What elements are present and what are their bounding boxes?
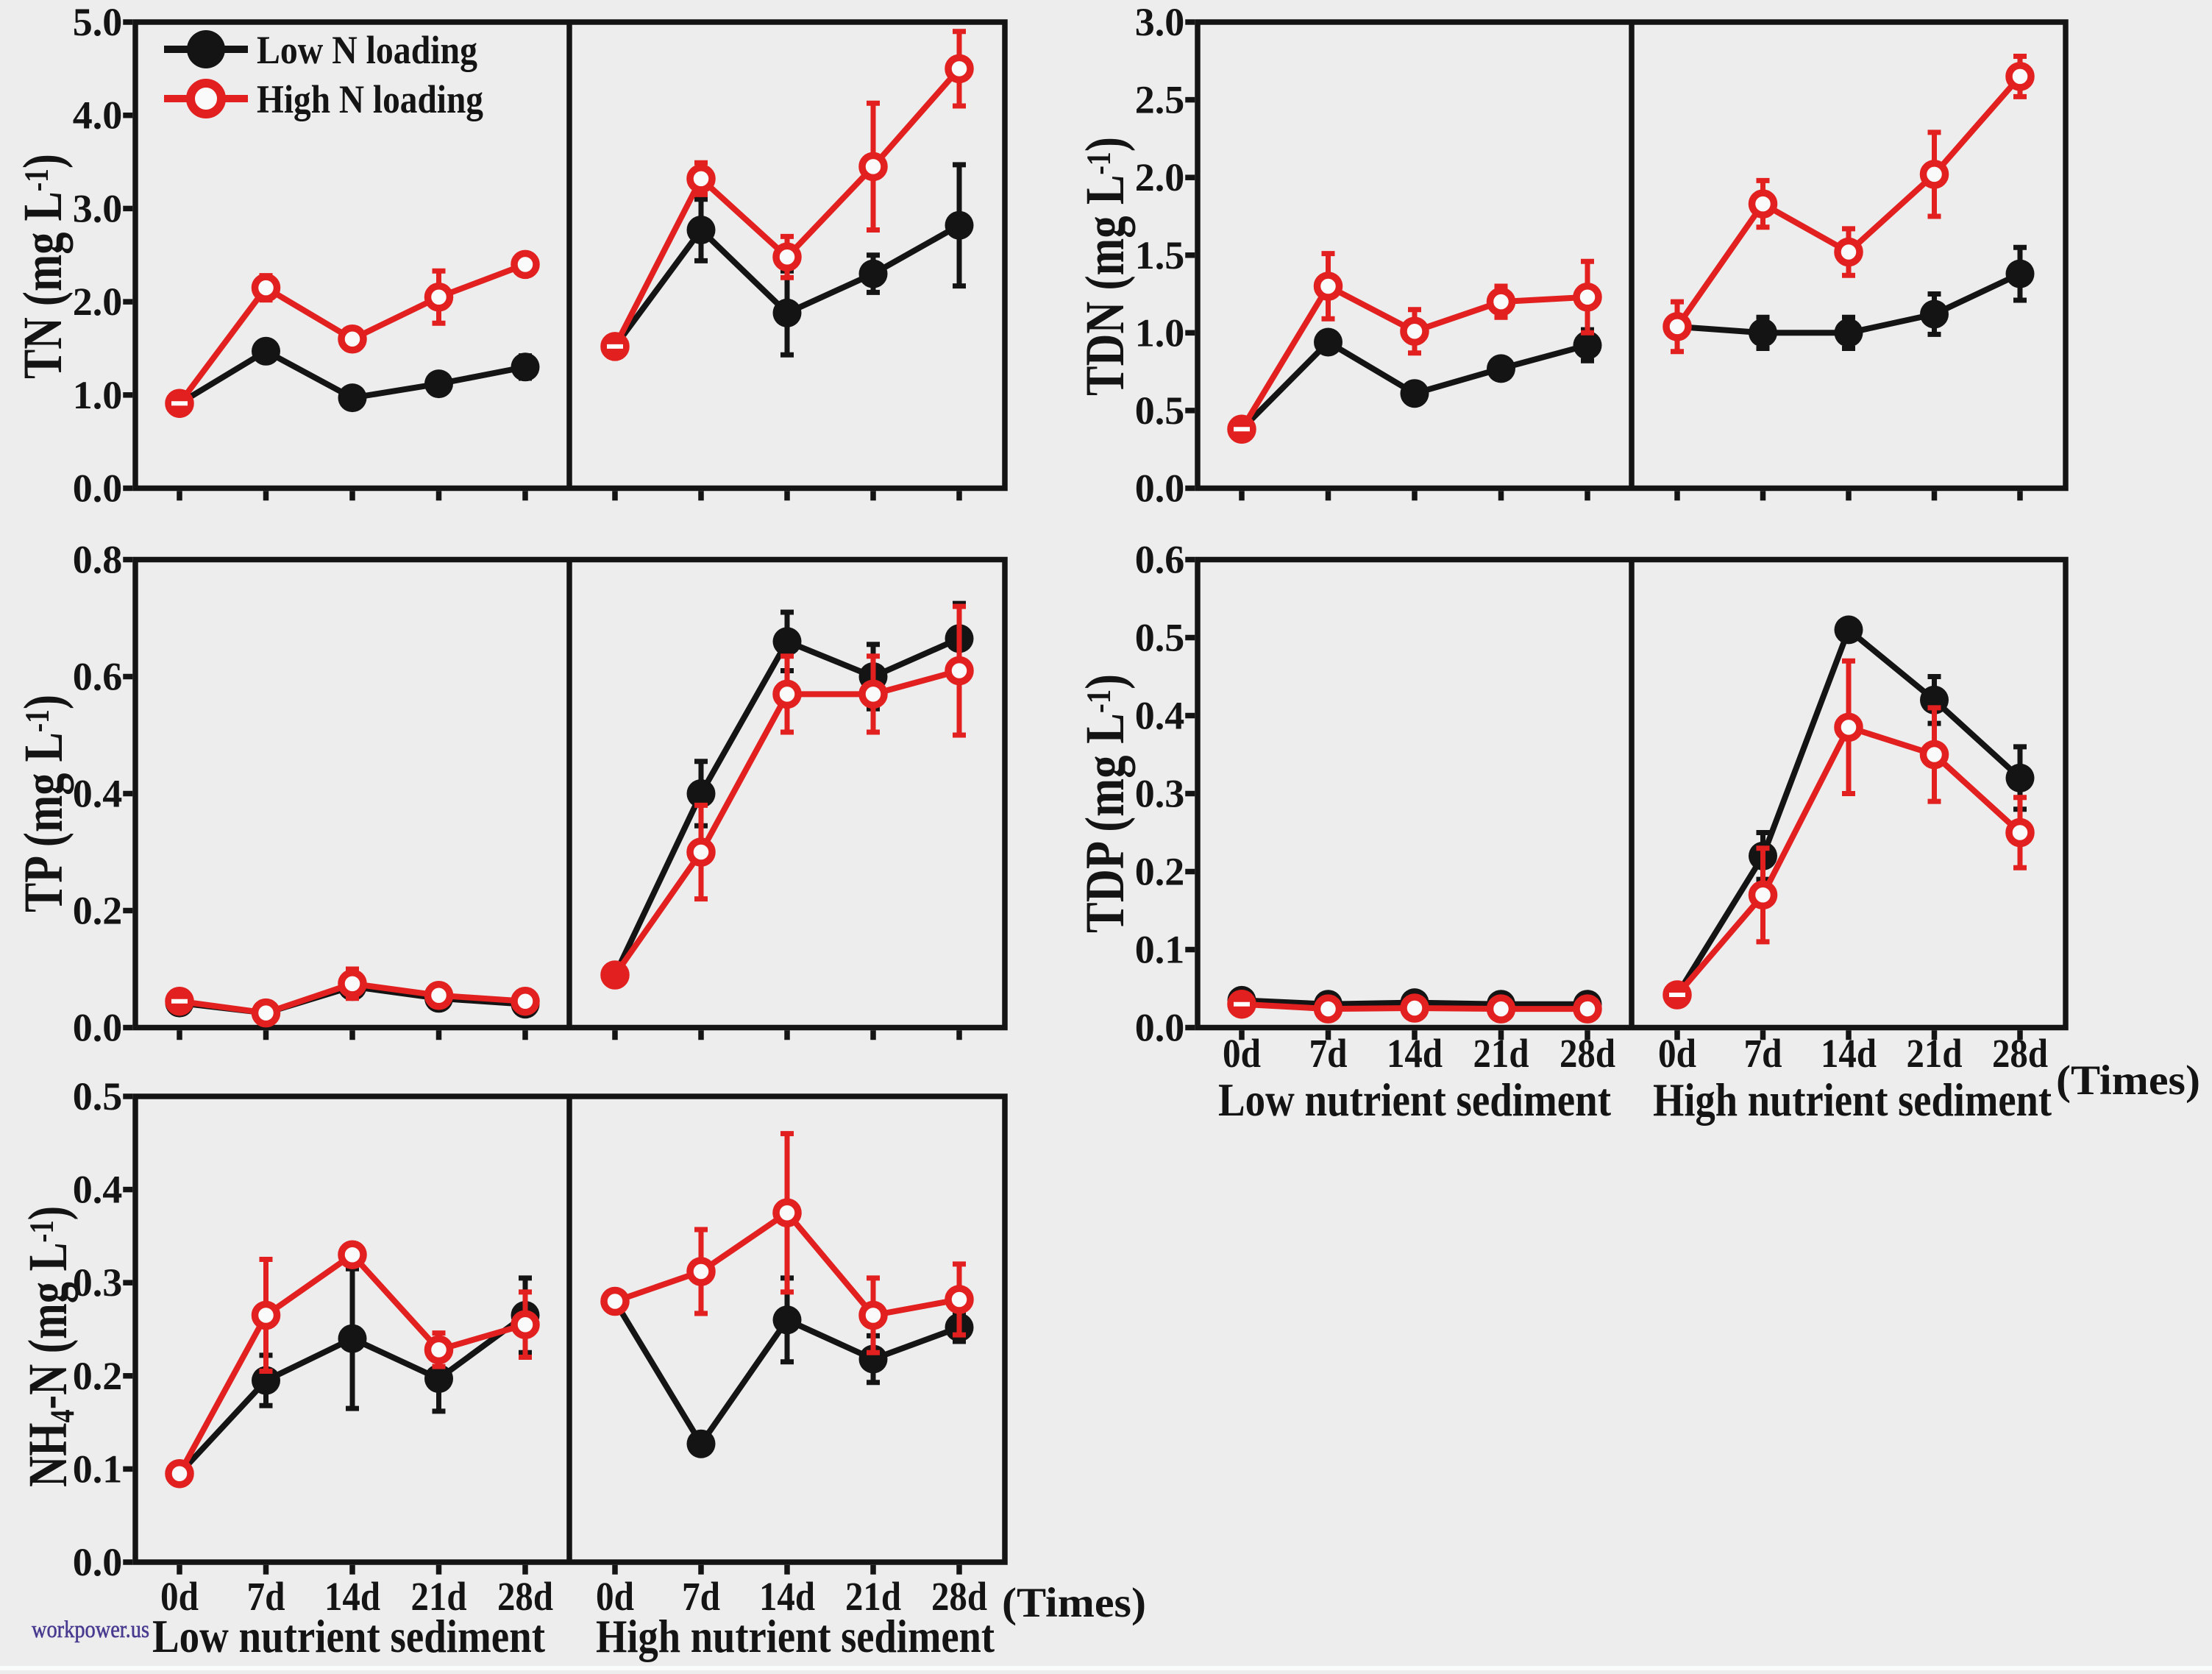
svg-text:High nutrient sediment: High nutrient sediment [1653,1074,2052,1126]
svg-text:0.1: 0.1 [73,1447,123,1491]
svg-text:3.0: 3.0 [1135,0,1185,44]
svg-text:28d: 28d [931,1574,987,1619]
svg-text:NH4-N (mg L-1): NH4-N (mg L-1) [18,1206,82,1487]
svg-text:(Times): (Times) [1002,1580,1146,1626]
svg-text:0.4: 0.4 [73,1168,123,1212]
svg-text:High nutrient sediment: High nutrient sediment [596,1610,995,1662]
svg-text:1.0: 1.0 [1135,311,1185,355]
svg-text:14d: 14d [324,1574,380,1619]
svg-text:0d: 0d [596,1574,634,1619]
svg-text:High N loading: High N loading [257,77,483,121]
svg-text:0d: 0d [160,1574,199,1619]
svg-text:0.0: 0.0 [1135,467,1185,511]
svg-text:0.6: 0.6 [73,655,123,699]
svg-text:0.3: 0.3 [73,1260,123,1305]
svg-text:3.0: 3.0 [73,186,123,230]
svg-text:1.0: 1.0 [73,373,123,417]
svg-text:5.0: 5.0 [73,0,123,44]
svg-text:0.0: 0.0 [73,1540,123,1584]
svg-text:0.3: 0.3 [1135,772,1185,816]
svg-text:0.0: 0.0 [73,467,123,511]
svg-text:Low N loading: Low N loading [257,28,477,72]
svg-text:(Times): (Times) [2056,1057,2200,1104]
svg-text:4.0: 4.0 [73,93,123,138]
svg-text:0.5: 0.5 [73,1074,123,1118]
svg-text:7d: 7d [682,1574,720,1619]
svg-text:TDP (mg L-1): TDP (mg L-1) [1075,674,1136,933]
svg-text:0.4: 0.4 [1135,694,1185,738]
svg-text:21d: 21d [1473,1031,1529,1076]
svg-text:28d: 28d [497,1574,553,1619]
svg-text:7d: 7d [1309,1031,1348,1076]
svg-text:0d: 0d [1658,1031,1696,1076]
svg-text:0.8: 0.8 [73,538,123,582]
svg-text:21d: 21d [845,1574,901,1619]
svg-text:0.5: 0.5 [1135,616,1185,660]
svg-text:0.1: 0.1 [1135,928,1185,972]
svg-text:14d: 14d [1821,1031,1877,1076]
svg-text:0.2: 0.2 [73,1354,123,1398]
svg-text:2.0: 2.0 [73,280,123,324]
svg-text:Low nutrient sediment: Low nutrient sediment [152,1610,546,1662]
svg-text:workpower.us: workpower.us [32,1617,149,1643]
svg-text:28d: 28d [1992,1031,2048,1076]
svg-text:0.6: 0.6 [1135,538,1185,582]
svg-text:0.2: 0.2 [1135,850,1185,894]
svg-text:7d: 7d [1744,1031,1782,1076]
svg-text:TDN (mg L-1): TDN (mg L-1) [1075,137,1136,396]
svg-text:0.0: 0.0 [73,1006,123,1050]
svg-text:1.5: 1.5 [1135,233,1185,277]
svg-text:7d: 7d [247,1574,285,1619]
svg-text:0.0: 0.0 [1135,1006,1185,1050]
svg-text:14d: 14d [759,1574,815,1619]
svg-text:0.5: 0.5 [1135,389,1185,433]
svg-text:2.0: 2.0 [1135,155,1185,199]
svg-text:14d: 14d [1387,1031,1443,1076]
svg-text:2.5: 2.5 [1135,78,1185,122]
svg-text:28d: 28d [1560,1031,1615,1076]
svg-text:Low nutrient sediment: Low nutrient sediment [1218,1074,1612,1126]
svg-text:0.4: 0.4 [73,772,123,816]
svg-text:21d: 21d [411,1574,467,1619]
svg-text:0.2: 0.2 [73,889,123,933]
svg-text:21d: 21d [1907,1031,1963,1076]
svg-text:0d: 0d [1223,1031,1261,1076]
